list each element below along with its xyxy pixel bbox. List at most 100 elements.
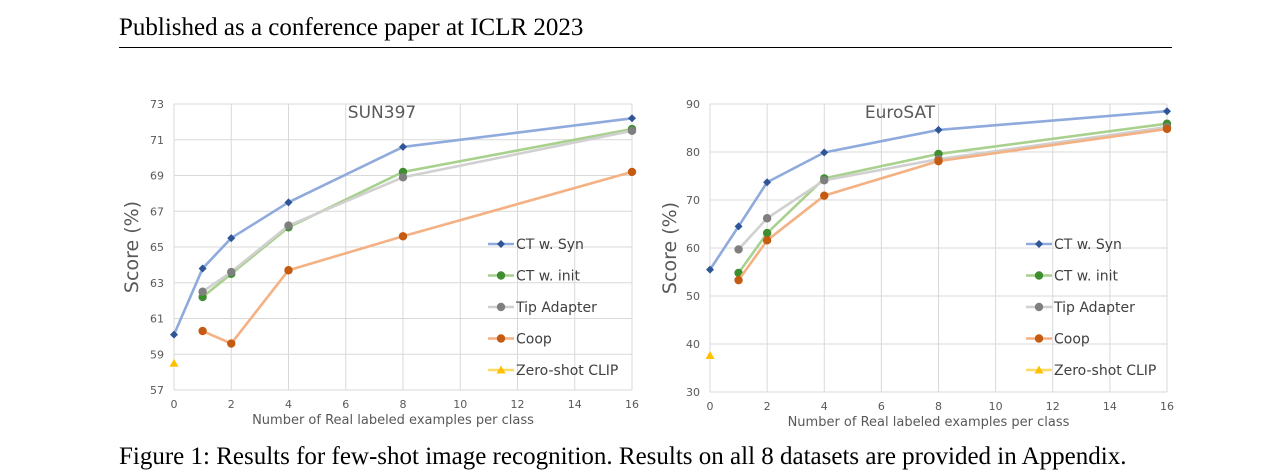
series-zero-shot-clip	[169, 358, 179, 367]
data-point-tip-adapter	[627, 126, 637, 136]
data-point-ct-w-syn	[198, 264, 207, 273]
y-tick-label: 50	[686, 290, 700, 303]
series-line-coop	[202, 170, 633, 345]
y-tick-label: 80	[686, 146, 700, 159]
data-point-tip-adapter	[734, 245, 743, 254]
y-tick-label: 61	[150, 313, 164, 326]
data-point-zero-shot-clip	[705, 351, 715, 360]
series-tip-adapter	[734, 122, 1172, 254]
legend-marker-ct-w-syn	[497, 240, 505, 248]
series-ct-w-init	[734, 119, 1172, 278]
page-header: Published as a conference paper at ICLR …	[119, 14, 584, 41]
chart-title: EuroSAT	[865, 103, 936, 123]
data-point-tip-adapter	[284, 221, 293, 230]
data-point-coop	[820, 191, 829, 200]
data-point-coop	[934, 156, 943, 166]
figure-caption: Figure 1: Results for few-shot image rec…	[119, 443, 1127, 470]
data-point-ct-w-syn	[706, 265, 714, 274]
eurosat-chart: 30 40 50 60 70 80 90 0 2 4 6 8 10 12 14 16 EuroSAT Number…	[659, 98, 1174, 430]
x-tick-label: 8	[400, 398, 407, 411]
data-point-ct-w-syn	[1163, 107, 1171, 116]
y-tick-label: 67	[150, 205, 164, 218]
x-tick-label: 8	[935, 400, 942, 413]
y-tick-label: 70	[686, 194, 700, 207]
legend-label-coop: Coop	[1054, 332, 1090, 348]
data-point-tip-adapter	[762, 214, 772, 223]
data-point-coop	[734, 275, 743, 285]
data-point-ct-w-syn	[734, 222, 743, 231]
data-point-ct-w-syn	[763, 178, 772, 187]
data-point-coop	[398, 232, 408, 241]
legend-label-ct-w-syn: CT w. Syn	[1054, 237, 1122, 253]
series-ct-w-syn	[170, 114, 636, 339]
legend-marker-ct-w-init	[496, 271, 506, 280]
data-point-ct-w-syn	[628, 114, 636, 123]
legend-label-zero-shot-clip: Zero-shot CLIP	[516, 363, 618, 379]
data-point-coop	[284, 266, 293, 275]
legend: CT w. Syn CT w. init Tip Adapter Coop Zero-s…	[1026, 237, 1156, 379]
x-tick-label: 4	[285, 398, 292, 411]
data-point-coop	[1162, 124, 1172, 134]
y-tick-label: 30	[686, 386, 700, 399]
data-point-coop	[227, 339, 236, 348]
x-tick-label: 12	[511, 398, 525, 411]
chart-title: SUN397	[348, 103, 416, 123]
legend-marker-ct-w-init	[1034, 271, 1044, 280]
x-tick-label: 6	[878, 400, 885, 413]
y-axis-title: Score (%)	[121, 201, 143, 293]
x-tick-label: 2	[764, 400, 771, 413]
y-tick-label: 69	[150, 170, 164, 183]
x-tick-label: 0	[707, 400, 714, 413]
series-ct-w-syn	[706, 107, 1171, 274]
legend-label-coop: Coop	[516, 332, 552, 348]
legend-marker-coop	[1034, 334, 1044, 343]
x-tick-label: 6	[342, 398, 349, 411]
x-tick-label: 10	[453, 398, 467, 411]
x-tick-label: 14	[568, 398, 582, 411]
y-tick-label: 57	[150, 384, 164, 397]
y-tick-label: 71	[150, 134, 164, 147]
y-tick-label: 65	[150, 241, 164, 254]
legend: CT w. Syn CT w. init Tip Adapter Coop Zero-s…	[488, 237, 618, 379]
x-tick-label: 14	[1103, 400, 1117, 413]
legend-marker-coop	[496, 334, 506, 343]
x-axis-title: Number of Real labeled examples per clas…	[788, 415, 1070, 430]
y-tick-label: 60	[686, 242, 700, 255]
x-tick-label: 2	[228, 398, 235, 411]
legend-label-ct-w-syn: CT w. Syn	[516, 237, 584, 253]
legend-marker-zero-shot-clip	[496, 365, 506, 374]
legend-marker-tip-adapter	[1034, 302, 1044, 312]
data-point-coop	[762, 236, 772, 245]
legend-label-tip-adapter: Tip Adapter	[515, 300, 597, 316]
y-tick-label: 40	[686, 338, 700, 351]
x-tick-label: 0	[171, 398, 178, 411]
legend-marker-ct-w-syn	[1035, 240, 1043, 248]
legend-label-ct-w-init: CT w. init	[1054, 269, 1118, 285]
data-point-ct-w-syn	[934, 125, 943, 134]
series-line-tip-adapter	[737, 125, 1168, 251]
legend-label-tip-adapter: Tip Adapter	[1053, 300, 1135, 316]
x-axis-title: Number of Real labeled examples per clas…	[252, 413, 534, 428]
x-tick-label: 16	[1160, 400, 1174, 413]
data-point-zero-shot-clip	[169, 358, 179, 367]
series-zero-shot-clip	[705, 351, 715, 360]
data-point-tip-adapter	[398, 173, 408, 182]
data-point-ct-w-syn	[170, 330, 178, 339]
series-line-ct-w-syn	[708, 109, 1168, 271]
sun397-chart: 57 59 61 63 65 67 69 71 73 0 2 4 6 8 10 12 14 16 SUN397 Num…	[121, 98, 639, 428]
y-tick-label: 59	[150, 348, 164, 361]
series-coop	[198, 167, 637, 348]
data-point-ct-w-syn	[399, 142, 407, 151]
legend-marker-tip-adapter	[496, 302, 506, 312]
data-point-tip-adapter	[198, 287, 207, 296]
data-point-tip-adapter	[820, 176, 829, 185]
legend-label-zero-shot-clip: Zero-shot CLIP	[1054, 363, 1156, 379]
data-point-tip-adapter	[227, 267, 236, 277]
data-point-coop	[627, 167, 637, 177]
y-tick-label: 90	[686, 98, 700, 111]
y-tick-label: 63	[150, 277, 164, 290]
y-tick-label: 73	[150, 98, 164, 111]
header-rule	[119, 47, 1172, 48]
legend-label-ct-w-init: CT w. init	[516, 269, 580, 285]
data-point-ct-w-init	[762, 228, 772, 238]
